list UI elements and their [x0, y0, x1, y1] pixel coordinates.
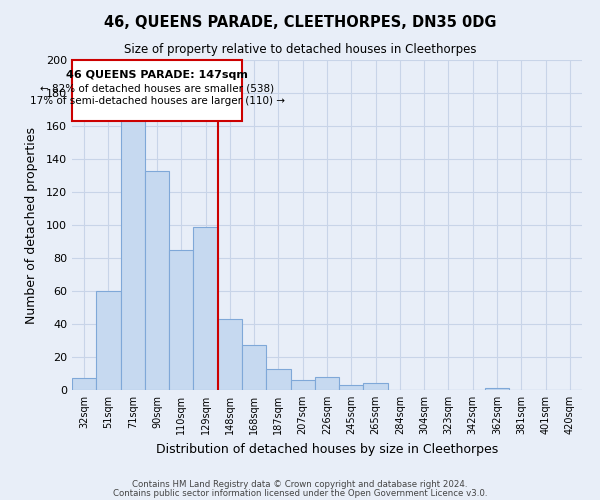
- Bar: [121, 118, 145, 390]
- Bar: [193, 226, 218, 390]
- Bar: [364, 384, 388, 390]
- Text: Contains public sector information licensed under the Open Government Licence v3: Contains public sector information licen…: [113, 490, 487, 498]
- Y-axis label: Number of detached properties: Number of detached properties: [25, 126, 38, 324]
- Bar: [266, 368, 290, 390]
- Bar: [242, 346, 266, 390]
- Bar: [145, 170, 169, 390]
- Bar: [72, 60, 242, 121]
- Text: 46 QUEENS PARADE: 147sqm: 46 QUEENS PARADE: 147sqm: [66, 70, 248, 80]
- Bar: [339, 385, 364, 390]
- Text: ← 82% of detached houses are smaller (538): ← 82% of detached houses are smaller (53…: [40, 83, 274, 93]
- Text: Size of property relative to detached houses in Cleethorpes: Size of property relative to detached ho…: [124, 42, 476, 56]
- Bar: [169, 250, 193, 390]
- Bar: [315, 377, 339, 390]
- Text: 46, QUEENS PARADE, CLEETHORPES, DN35 0DG: 46, QUEENS PARADE, CLEETHORPES, DN35 0DG: [104, 15, 496, 30]
- Bar: [72, 378, 96, 390]
- Bar: [485, 388, 509, 390]
- Bar: [218, 319, 242, 390]
- X-axis label: Distribution of detached houses by size in Cleethorpes: Distribution of detached houses by size …: [156, 442, 498, 456]
- Bar: [290, 380, 315, 390]
- Bar: [96, 291, 121, 390]
- Text: Contains HM Land Registry data © Crown copyright and database right 2024.: Contains HM Land Registry data © Crown c…: [132, 480, 468, 489]
- Text: 17% of semi-detached houses are larger (110) →: 17% of semi-detached houses are larger (…: [29, 96, 284, 106]
